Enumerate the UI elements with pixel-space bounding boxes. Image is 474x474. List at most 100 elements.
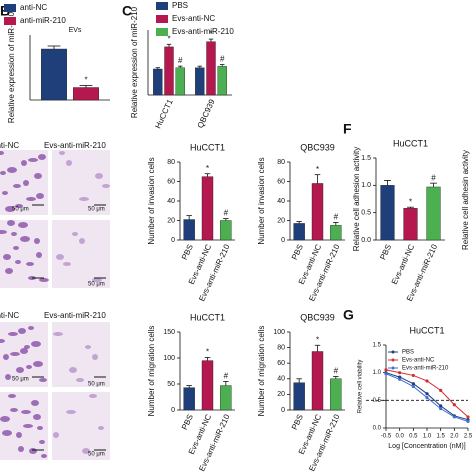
legend-dot — [391, 358, 395, 362]
y-tick-label: 1.0 — [361, 182, 371, 189]
significance-marker: * — [316, 335, 319, 344]
bar — [206, 41, 216, 96]
legend-label: Evs-anti-miR-210 — [402, 366, 449, 372]
panel-letter: F — [343, 121, 352, 137]
cell-blob — [79, 197, 89, 201]
y-tick-label: 1.0 — [373, 370, 382, 376]
scale-label: 50 μm — [88, 207, 105, 213]
cell-blob — [13, 246, 19, 250]
y-tick-label: 1.5 — [361, 155, 371, 162]
legend-label: anti-miR-210 — [20, 16, 66, 25]
bar — [217, 66, 227, 96]
y-tick-label: 20 — [277, 391, 285, 398]
cell-blob — [36, 193, 44, 199]
scale-label: 50 μm — [88, 452, 105, 458]
cell-blob — [41, 454, 47, 458]
significance-marker: # — [178, 56, 183, 65]
cell-blob — [26, 365, 32, 369]
y-tick-label: 0.0 — [373, 426, 382, 432]
cell-blob — [26, 262, 34, 266]
y-axis-title: Number of invasion cells — [257, 157, 266, 244]
significance-marker: * — [206, 348, 209, 357]
point — [384, 372, 388, 376]
cell-blob — [92, 278, 102, 282]
cell-blob — [37, 426, 43, 430]
bar — [72, 87, 99, 101]
point — [411, 382, 415, 386]
cell-blob — [82, 448, 90, 454]
significance-marker: * — [209, 29, 212, 38]
micrograph — [52, 150, 110, 215]
point — [425, 392, 429, 396]
cell-blob — [24, 345, 30, 349]
cell-blob — [3, 354, 9, 360]
legend-label: anti-NC — [20, 3, 47, 12]
cell-blob — [2, 191, 8, 195]
cell-blob — [56, 254, 64, 260]
cell-blob — [39, 378, 47, 382]
x-tick-label: HuCCT1 — [153, 97, 175, 130]
cell-blob — [34, 238, 40, 244]
y-tick-label: 60 — [277, 178, 285, 185]
x-axis-title: Log [Concentration (nM)] — [388, 443, 465, 450]
bar — [311, 183, 324, 241]
cell-blob — [92, 354, 98, 360]
legend-dot — [391, 366, 395, 370]
cell-blob — [76, 378, 84, 382]
x-tick-label: Evs-anti-NC — [390, 243, 416, 286]
x-tick-label: 0.5 — [409, 434, 418, 440]
cell-blob — [0, 171, 6, 175]
bar — [220, 385, 232, 411]
cell-blob — [69, 367, 77, 373]
micrograph — [52, 220, 110, 288]
cell-blob — [7, 220, 15, 226]
cell-blob — [15, 260, 21, 264]
x-tick-label: PBS — [290, 243, 305, 261]
y-tick-label: 100 — [163, 355, 175, 362]
cell-blob — [2, 430, 12, 436]
y-axis-title: Relative expression of miR-210 — [7, 11, 16, 123]
x-tick-label: 2.5 — [464, 434, 473, 440]
y-tick-label: 150 — [163, 329, 175, 336]
panel-letter: C — [122, 3, 132, 19]
cell-blob — [26, 197, 36, 201]
cell-blob — [95, 173, 103, 179]
column-label: Evs-anti-miR-210 — [44, 141, 106, 150]
cell-blob — [0, 151, 4, 155]
significance-marker: # — [224, 209, 229, 218]
bar — [175, 67, 185, 96]
bar — [403, 208, 418, 241]
cell-blob — [20, 236, 30, 242]
column-label: Evs-anti-miR-210 — [44, 311, 106, 320]
bar — [153, 68, 163, 96]
cell-blob — [34, 173, 42, 179]
scale-label: 50 μm — [12, 207, 29, 213]
cell-blob — [102, 184, 110, 188]
cell-blob — [5, 206, 15, 212]
y-tick-label: 40 — [277, 376, 285, 383]
legend-label: Evs-anti-miR-210 — [172, 27, 234, 36]
y-tick-label: 80 — [167, 159, 175, 166]
significance-marker: * — [84, 76, 87, 85]
column-label: anti-NC — [0, 141, 19, 150]
cell-blob — [3, 254, 11, 260]
y-tick-label: 80 — [277, 344, 285, 351]
significance-marker: * — [316, 165, 319, 174]
significance-marker: # — [431, 173, 436, 182]
x-tick-label: PBS — [180, 413, 195, 431]
cell-blob — [18, 328, 26, 334]
y-tick-label: 0.5 — [373, 398, 382, 404]
x-tick-label: PBS — [290, 413, 305, 431]
panel-letter: G — [343, 307, 354, 323]
bar — [164, 46, 174, 96]
x-tick-label: 1.0 — [423, 434, 432, 440]
y-tick-label: 0 — [281, 237, 285, 244]
y-tick-label: 0 — [281, 407, 285, 414]
legend-swatch — [156, 28, 168, 36]
point — [425, 379, 429, 383]
cell-blob — [10, 408, 18, 412]
bar — [426, 186, 441, 241]
cell-blob — [29, 448, 37, 454]
y-axis-title: Number of migration cells — [257, 326, 266, 417]
